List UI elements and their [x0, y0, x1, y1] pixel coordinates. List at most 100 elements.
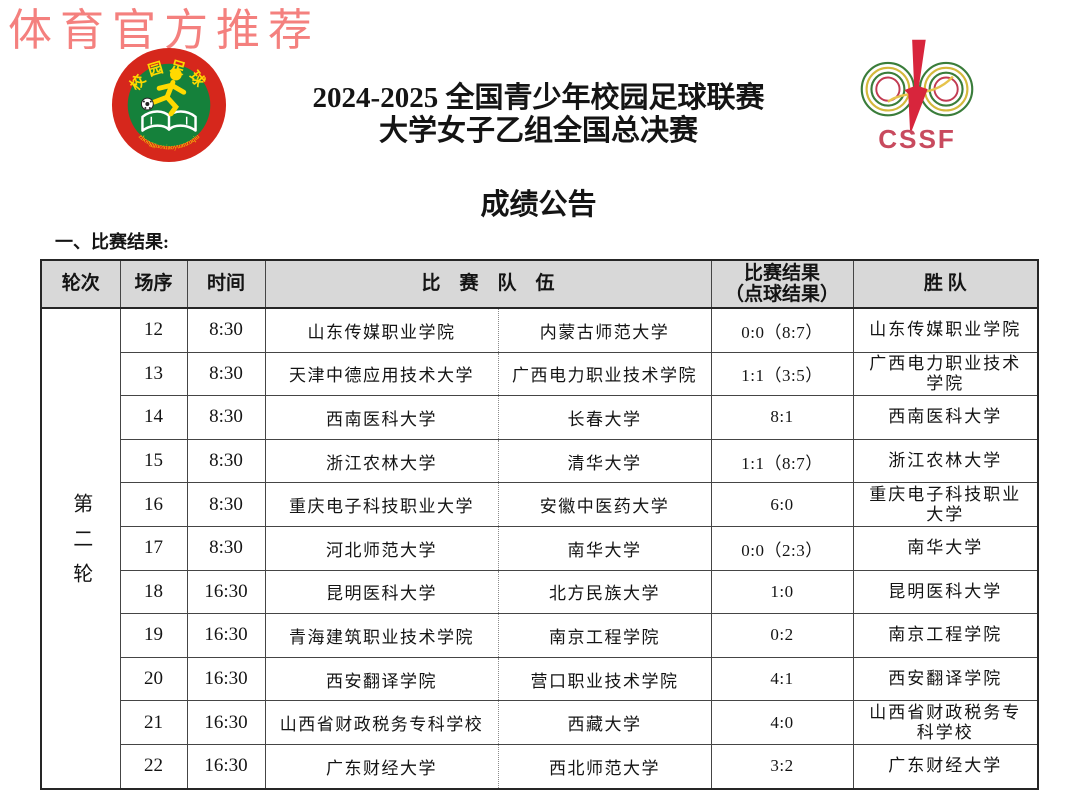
document-subtitle: 成绩公告 — [480, 189, 597, 221]
col-header-result-line1: 比赛结果 — [744, 262, 821, 284]
col-header-winner: 胜 队 — [852, 259, 1039, 309]
winner-team: 广东财经大学 — [852, 743, 1039, 790]
table-row: 第二轮 12 8:30 山东传媒职业学院 内蒙古师范大学 0:0（8:7） 山东… — [40, 307, 1039, 790]
cssf-logo: CSSF — [860, 39, 974, 153]
table-row: 21 16:30 山西省财政税务专科学校 西藏大学 4:0 山西省财政税务专科学… — [41, 700, 1039, 745]
watermark-text: 体育官方推荐 — [8, 6, 320, 55]
team-2: 安徽中医药大学 — [497, 482, 712, 527]
winner-team: 山西省财政税务专科学校 — [852, 700, 1039, 745]
match-time: 16:30 — [186, 743, 266, 790]
match-result: 1:1（3:5） — [710, 351, 854, 397]
col-header-round: 轮次 — [40, 259, 121, 309]
table-header-row: 轮次 场序 时间 比 赛 队 伍 比赛结果 （点球结果） 胜 队 — [40, 259, 1039, 309]
soccer-player-icon — [151, 68, 187, 117]
team-2: 南华大学 — [497, 525, 712, 571]
team-1: 广东财经大学 — [264, 743, 499, 790]
table-row: 14 8:30 西南医科大学 长春大学 8:1 西南医科大学 — [41, 395, 1039, 440]
match-no: 15 — [119, 438, 188, 484]
match-result: 6:0 — [710, 482, 854, 527]
match-result: 1:0 — [710, 569, 854, 615]
round-cell: 第二轮 — [40, 307, 121, 790]
team-2: 营口职业技术学院 — [497, 656, 712, 702]
winner-team: 南华大学 — [852, 525, 1039, 571]
match-time: 16:30 — [186, 569, 266, 615]
title-line-1: 2024-2025 全国青少年校园足球联赛 — [312, 82, 765, 114]
match-no: 20 — [119, 656, 188, 702]
match-no: 13 — [119, 351, 188, 397]
match-time: 8:30 — [186, 438, 266, 484]
match-result: 0:0（8:7） — [710, 307, 854, 353]
match-time: 16:30 — [186, 656, 266, 702]
col-header-teams: 比 赛 队 伍 — [264, 259, 712, 309]
match-no: 16 — [119, 482, 188, 527]
team-1: 西安翻译学院 — [264, 656, 499, 702]
team-1: 浙江农林大学 — [264, 438, 499, 484]
team-1: 山西省财政税务专科学校 — [264, 700, 499, 745]
campus-football-badge-logo: 校园足球 zhongguoxiaoyuanzuqiu — [111, 47, 227, 163]
table-row: 13 8:30 天津中德应用技术大学 广西电力职业技术学院 1:1（3:5） 广… — [41, 351, 1039, 397]
table-row: 19 16:30 青海建筑职业技术学院 南京工程学院 0:2 南京工程学院 — [41, 613, 1039, 658]
match-no: 17 — [119, 525, 188, 571]
soccer-ball-icon — [140, 97, 154, 111]
col-header-result-line2: （点球结果） — [725, 284, 840, 305]
match-time: 8:30 — [186, 525, 266, 571]
team-2: 南京工程学院 — [497, 613, 712, 658]
team-1: 昆明医科大学 — [264, 569, 499, 615]
match-result: 0:2 — [710, 613, 854, 658]
match-time: 8:30 — [186, 395, 266, 440]
team-1: 青海建筑职业技术学院 — [264, 613, 499, 658]
team-1: 重庆电子科技职业大学 — [264, 482, 499, 527]
match-result: 1:1（8:7） — [710, 438, 854, 484]
match-no: 14 — [119, 395, 188, 440]
match-result: 8:1 — [710, 395, 854, 440]
team-2: 西北师范大学 — [497, 743, 712, 790]
team-2: 北方民族大学 — [497, 569, 712, 615]
team-2: 广西电力职业技术学院 — [497, 351, 712, 397]
match-result: 3:2 — [710, 743, 854, 790]
winner-team: 西南医科大学 — [852, 395, 1039, 440]
winner-team: 重庆电子科技职业大学 — [852, 482, 1039, 527]
team-1: 西南医科大学 — [264, 395, 499, 440]
col-header-result: 比赛结果 （点球结果） — [710, 259, 854, 309]
match-result: 4:1 — [710, 656, 854, 702]
match-no: 21 — [119, 700, 188, 745]
title-line-2: 大学女子乙组全国总决赛 — [378, 115, 698, 147]
match-no: 12 — [119, 307, 188, 353]
team-2: 长春大学 — [497, 395, 712, 440]
match-no: 18 — [119, 569, 188, 615]
results-table: 轮次 场序 时间 比 赛 队 伍 比赛结果 （点球结果） 胜 队 第二轮 12 … — [40, 259, 1040, 790]
winner-team: 山东传媒职业学院 — [852, 307, 1039, 353]
table-row: 17 8:30 河北师范大学 南华大学 0:0（2:3） 南华大学 — [41, 525, 1039, 571]
match-time: 16:30 — [186, 613, 266, 658]
section-heading: 一、比赛结果: — [55, 232, 169, 252]
badge-green-field — [127, 63, 211, 147]
match-time: 8:30 — [186, 307, 266, 353]
table-row: 18 16:30 昆明医科大学 北方民族大学 1:0 昆明医科大学 — [41, 569, 1039, 615]
team-2: 内蒙古师范大学 — [497, 307, 712, 353]
document-title: 2024-2025 全国青少年校园足球联赛 大学女子乙组全国总决赛 — [0, 82, 1077, 148]
winner-team: 南京工程学院 — [852, 613, 1039, 658]
open-book-icon — [141, 110, 197, 132]
winner-team: 浙江农林大学 — [852, 438, 1039, 484]
table-row: 20 16:30 西安翻译学院 营口职业技术学院 4:1 西安翻译学院 — [41, 656, 1039, 702]
match-result: 4:0 — [710, 700, 854, 745]
cssf-red-bar — [904, 39, 928, 135]
match-result: 0:0（2:3） — [710, 525, 854, 571]
match-time: 16:30 — [186, 700, 266, 745]
cssf-wordmark: CSSF — [878, 124, 956, 153]
col-header-time: 时间 — [186, 259, 266, 309]
team-2: 清华大学 — [497, 438, 712, 484]
match-time: 8:30 — [186, 482, 266, 527]
team-1: 河北师范大学 — [264, 525, 499, 571]
round-label: 第二轮 — [69, 493, 92, 599]
winner-team: 昆明医科大学 — [852, 569, 1039, 615]
col-header-match-no: 场序 — [119, 259, 188, 309]
match-no: 22 — [119, 743, 188, 790]
table-row: 15 8:30 浙江农林大学 清华大学 1:1（8:7） 浙江农林大学 — [41, 438, 1039, 484]
match-time: 8:30 — [186, 351, 266, 397]
winner-team: 广西电力职业技术学院 — [852, 351, 1039, 397]
winner-team: 西安翻译学院 — [852, 656, 1039, 702]
table-row: 16 8:30 重庆电子科技职业大学 安徽中医药大学 6:0 重庆电子科技职业大… — [41, 482, 1039, 527]
match-no: 19 — [119, 613, 188, 658]
